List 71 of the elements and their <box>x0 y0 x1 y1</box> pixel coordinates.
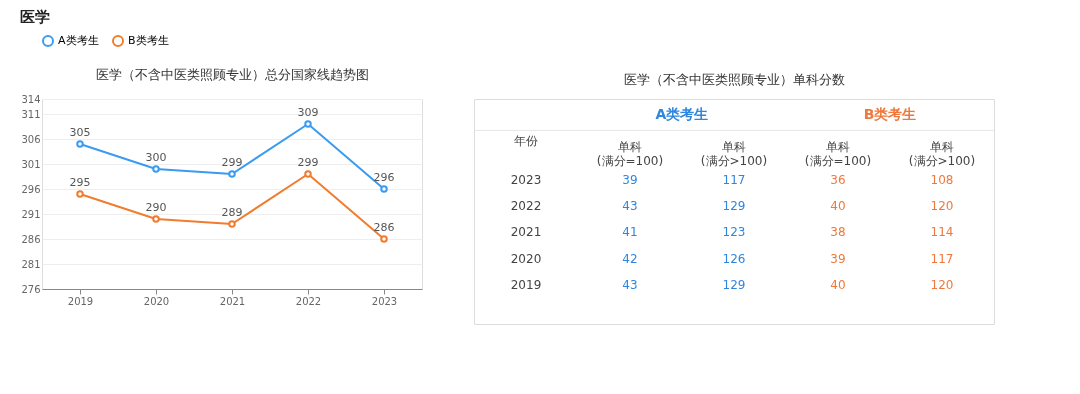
data-label: 289 <box>221 206 243 219</box>
y-tick-label: 2023 <box>510 173 542 188</box>
y-tick-label: 2019 <box>510 277 542 292</box>
data-label: 40 <box>830 277 846 292</box>
point <box>152 165 160 173</box>
y-tick-label: 276 <box>21 283 41 295</box>
data-label: 300 <box>145 151 167 164</box>
y-tick-label: 281 <box>21 258 41 270</box>
data-label: 309 <box>297 106 319 119</box>
data-label: 36 <box>830 173 846 188</box>
y-tick-label: 296 <box>21 183 41 195</box>
data-label: 123 <box>722 225 746 240</box>
data-label: 117 <box>930 251 954 266</box>
legend-label: B类考生 <box>128 34 169 47</box>
legend-label: A类考生 <box>58 34 99 47</box>
data-label: 120 <box>930 199 954 214</box>
data-label: 38 <box>830 225 846 240</box>
text: B类考生 <box>863 105 917 122</box>
text: 医学 <box>20 8 51 26</box>
point <box>152 215 160 223</box>
point <box>228 220 236 228</box>
data-label: 114 <box>930 225 954 240</box>
data-label: 299 <box>221 156 243 169</box>
point <box>228 170 236 178</box>
y-tick-label: 2022 <box>510 199 542 214</box>
data-label: 41 <box>622 225 638 240</box>
data-label: 129 <box>722 199 746 214</box>
x-tick-label: 单科 (满分>100) <box>700 140 768 169</box>
chart-title: 医学（不含中医类照顾专业）单科分数 <box>623 72 845 87</box>
x-tick-label: 单科 (满分=100) <box>804 140 872 169</box>
x-tick-label: 单科 (满分=100) <box>596 140 664 169</box>
y-tick-label: 286 <box>21 233 41 245</box>
point <box>304 120 312 128</box>
y-tick-label: 301 <box>21 158 41 170</box>
x-tick-label: 单科 (满分>100) <box>908 140 976 169</box>
y-tick-label: 2021 <box>510 225 542 240</box>
x-tick-label: 2023 <box>371 295 398 307</box>
point <box>76 190 84 198</box>
point <box>380 235 388 243</box>
x-tick-label: 2020 <box>143 295 170 307</box>
y-tick-label: 291 <box>21 208 41 220</box>
data-label: 43 <box>622 277 638 292</box>
y-tick-label: 314 <box>21 93 41 105</box>
data-label: 295 <box>69 176 91 189</box>
data-label: 286 <box>373 221 395 234</box>
x-tick-label: 2021 <box>219 295 246 307</box>
data-label: 43 <box>622 199 638 214</box>
data-label: 296 <box>373 171 395 184</box>
data-label: 305 <box>69 126 91 139</box>
data-label: 126 <box>722 251 746 266</box>
data-label: 108 <box>930 173 954 188</box>
data-label: 299 <box>297 156 319 169</box>
x-tick-label: 2022 <box>295 295 322 307</box>
y-tick-label: 311 <box>21 108 41 120</box>
data-label: 39 <box>830 251 846 266</box>
data-label: 42 <box>622 251 638 266</box>
data-label: 129 <box>722 277 746 292</box>
data-label: 39 <box>622 173 638 188</box>
data-label: 290 <box>145 201 167 214</box>
text: A类考生 <box>655 105 709 122</box>
data-label: 120 <box>930 277 954 292</box>
point <box>304 170 312 178</box>
y-tick-label: 306 <box>21 133 41 145</box>
x-tick-label: 2019 <box>67 295 94 307</box>
y-tick-label: 2020 <box>510 251 542 266</box>
y-axis-title: 年份 <box>514 133 538 148</box>
point <box>380 185 388 193</box>
data-label: 40 <box>830 199 846 214</box>
chart-title: 医学（不含中医类照顾专业）总分国家线趋势图 <box>95 67 369 82</box>
point <box>76 140 84 148</box>
data-label: 117 <box>722 173 746 188</box>
